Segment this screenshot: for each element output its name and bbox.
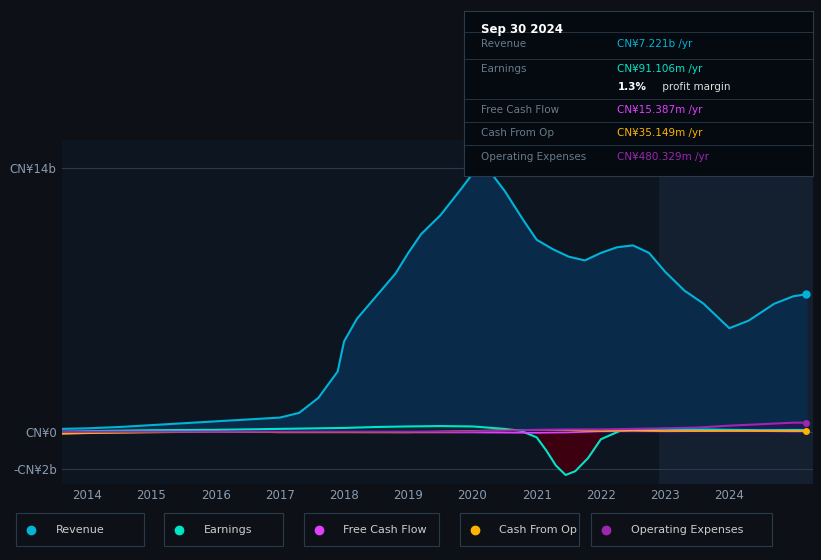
Text: CN¥91.106m /yr: CN¥91.106m /yr [617, 64, 703, 74]
Text: Earnings: Earnings [204, 525, 252, 534]
Text: CN¥480.329m /yr: CN¥480.329m /yr [617, 152, 709, 162]
Text: 1.3%: 1.3% [617, 82, 646, 92]
Text: CN¥15.387m /yr: CN¥15.387m /yr [617, 105, 703, 115]
Text: Operating Expenses: Operating Expenses [631, 525, 743, 534]
Text: Cash From Op: Cash From Op [481, 128, 554, 138]
Text: Operating Expenses: Operating Expenses [481, 152, 586, 162]
Text: Earnings: Earnings [481, 64, 527, 74]
Text: profit margin: profit margin [659, 82, 731, 92]
Text: Free Cash Flow: Free Cash Flow [343, 525, 427, 534]
Text: CN¥35.149m /yr: CN¥35.149m /yr [617, 128, 703, 138]
Text: Revenue: Revenue [56, 525, 104, 534]
Text: CN¥7.221b /yr: CN¥7.221b /yr [617, 39, 693, 49]
Text: Sep 30 2024: Sep 30 2024 [481, 23, 563, 36]
Text: Cash From Op: Cash From Op [499, 525, 577, 534]
Text: Free Cash Flow: Free Cash Flow [481, 105, 559, 115]
Bar [658, 118, 821, 494]
Text: Revenue: Revenue [481, 39, 526, 49]
